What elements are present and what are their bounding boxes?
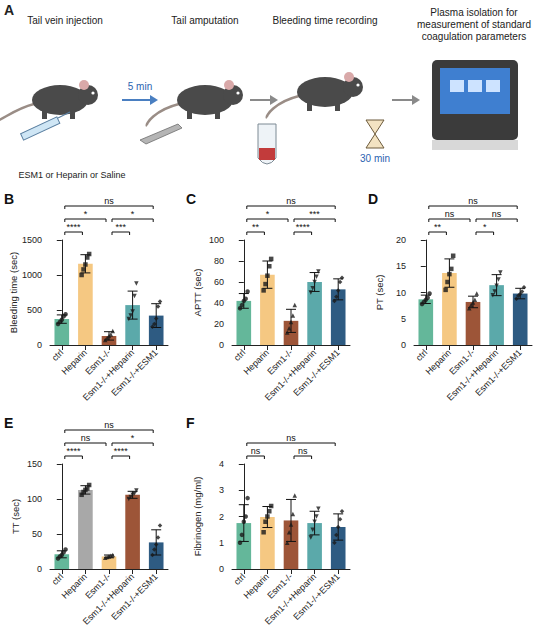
svg-text:Heparin: Heparin xyxy=(241,347,271,377)
svg-text:100: 100 xyxy=(27,494,42,504)
svg-text:Esm1-/-+Heparin: Esm1-/-+Heparin xyxy=(444,347,501,403)
svg-text:ns: ns xyxy=(104,196,114,206)
svg-text:0: 0 xyxy=(401,340,406,350)
svg-text:30 min: 30 min xyxy=(360,153,390,164)
svg-text:500: 500 xyxy=(27,305,42,315)
svg-text:B: B xyxy=(4,191,14,207)
svg-text:Fibrinogen (mg/ml): Fibrinogen (mg/ml) xyxy=(192,477,203,557)
svg-text:ctrl: ctrl xyxy=(50,347,66,363)
svg-text:1000: 1000 xyxy=(22,270,42,280)
svg-text:Esm1-/-+ESM1: Esm1-/-+ESM1 xyxy=(109,571,159,621)
svg-text:***: *** xyxy=(116,222,127,232)
svg-text:Esm1-/-+Heparin: Esm1-/-+Heparin xyxy=(262,347,319,403)
svg-text:ctrl: ctrl xyxy=(232,347,248,363)
svg-text:D: D xyxy=(368,191,378,207)
svg-text:Esm1-/-: Esm1-/- xyxy=(265,571,295,601)
svg-text:A: A xyxy=(4,2,14,18)
svg-text:Esm1-/-: Esm1-/- xyxy=(265,347,295,377)
svg-text:coagulation parameters: coagulation parameters xyxy=(422,31,527,42)
svg-text:1500: 1500 xyxy=(22,235,42,245)
svg-text:ns: ns xyxy=(445,209,455,219)
svg-text:Tail vein injection: Tail vein injection xyxy=(27,15,103,26)
svg-text:20: 20 xyxy=(396,235,406,245)
svg-text:Heparin: Heparin xyxy=(423,347,453,377)
svg-text:100: 100 xyxy=(209,235,224,245)
svg-text:Esm1-/-+ESM1: Esm1-/-+ESM1 xyxy=(291,571,341,621)
svg-text:15: 15 xyxy=(396,261,406,271)
svg-text:Esm1-/-+Heparin: Esm1-/-+Heparin xyxy=(80,571,137,627)
svg-text:****: **** xyxy=(67,222,82,232)
svg-text:40: 40 xyxy=(214,298,224,308)
svg-text:ctrl: ctrl xyxy=(232,571,248,587)
svg-text:Esm1-/-+Heparin: Esm1-/-+Heparin xyxy=(262,571,319,627)
svg-text:ns: ns xyxy=(286,196,296,206)
svg-text:**: ** xyxy=(252,222,260,232)
svg-text:20: 20 xyxy=(214,319,224,329)
svg-text:Bleeding time (sec): Bleeding time (sec) xyxy=(8,252,19,333)
svg-text:ns: ns xyxy=(468,196,478,206)
svg-text:Esm1-/-+Heparin: Esm1-/-+Heparin xyxy=(80,347,137,403)
svg-text:ns: ns xyxy=(286,433,296,443)
svg-text:Bleeding time recording: Bleeding time recording xyxy=(272,15,377,26)
svg-text:Esm1-/-+ESM1: Esm1-/-+ESM1 xyxy=(109,347,159,397)
svg-text:Heparin: Heparin xyxy=(241,571,271,601)
svg-text:*: * xyxy=(266,209,270,219)
svg-text:2: 2 xyxy=(219,512,224,522)
svg-text:APTT (sec): APTT (sec) xyxy=(192,269,203,317)
svg-text:*: * xyxy=(84,209,88,219)
svg-text:150: 150 xyxy=(27,459,42,469)
svg-text:Esm1-/-+ESM1: Esm1-/-+ESM1 xyxy=(291,347,341,397)
svg-text:*: * xyxy=(131,433,135,443)
svg-text:0: 0 xyxy=(219,340,224,350)
svg-text:ctrl: ctrl xyxy=(50,571,66,587)
svg-text:Esm1-/-: Esm1-/- xyxy=(447,347,477,377)
svg-text:TT (sec): TT (sec) xyxy=(10,499,21,534)
svg-text:0: 0 xyxy=(37,564,42,574)
svg-text:****: **** xyxy=(114,446,129,456)
svg-text:Plasma isolation for: Plasma isolation for xyxy=(430,7,518,18)
svg-text:Heparin: Heparin xyxy=(59,571,89,601)
svg-text:4: 4 xyxy=(219,459,224,469)
svg-text:**: ** xyxy=(434,222,442,232)
svg-text:5: 5 xyxy=(401,314,406,324)
svg-text:F: F xyxy=(186,415,195,431)
svg-text:PT (sec): PT (sec) xyxy=(374,275,385,311)
svg-text:measurement of standard: measurement of standard xyxy=(417,19,531,30)
svg-text:*: * xyxy=(131,209,135,219)
svg-text:ns: ns xyxy=(104,420,114,430)
svg-text:5 min: 5 min xyxy=(128,81,152,92)
svg-text:Esm1-/-: Esm1-/- xyxy=(83,347,113,377)
svg-text:Esm1-/-: Esm1-/- xyxy=(83,571,113,601)
svg-text:Heparin: Heparin xyxy=(59,347,89,377)
svg-text:E: E xyxy=(4,415,13,431)
svg-text:ctrl: ctrl xyxy=(414,347,430,363)
svg-text:50: 50 xyxy=(32,529,42,539)
svg-text:****: **** xyxy=(67,446,82,456)
svg-text:0: 0 xyxy=(219,564,224,574)
svg-text:1: 1 xyxy=(219,538,224,548)
svg-text:***: *** xyxy=(309,209,320,219)
svg-text:ns: ns xyxy=(492,209,502,219)
svg-text:Esm1-/-+ESM1: Esm1-/-+ESM1 xyxy=(473,347,523,397)
svg-text:ESM1 or Heparin or Saline: ESM1 or Heparin or Saline xyxy=(18,170,125,180)
svg-text:0: 0 xyxy=(37,340,42,350)
svg-text:ns: ns xyxy=(298,446,308,456)
svg-text:3: 3 xyxy=(219,485,224,495)
svg-text:ns: ns xyxy=(81,433,91,443)
svg-text:Tail amputation: Tail amputation xyxy=(171,15,238,26)
svg-text:60: 60 xyxy=(214,277,224,287)
svg-text:****: **** xyxy=(296,222,311,232)
svg-text:80: 80 xyxy=(214,256,224,266)
svg-text:ns: ns xyxy=(251,446,261,456)
svg-text:C: C xyxy=(186,191,196,207)
svg-text:*: * xyxy=(483,222,487,232)
svg-text:10: 10 xyxy=(396,288,406,298)
